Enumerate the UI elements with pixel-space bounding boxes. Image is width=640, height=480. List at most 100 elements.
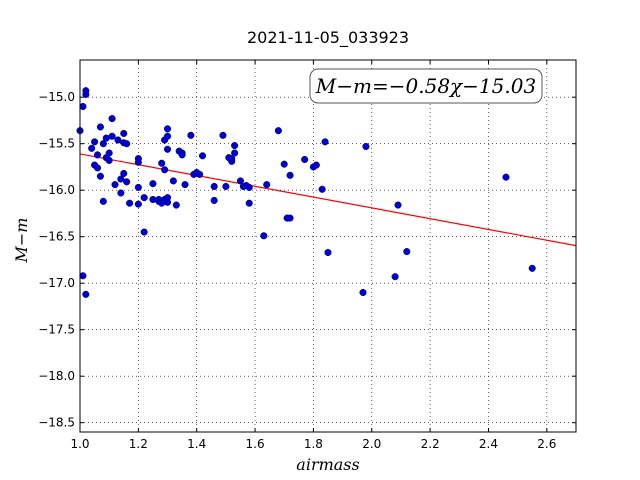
data-point [108,115,116,123]
data-point [260,232,268,240]
data-point [318,185,326,193]
data-point [82,290,90,298]
data-point [79,102,87,111]
data-point [403,248,411,256]
data-point [102,134,110,142]
data-point [96,123,104,131]
data-point [198,152,207,160]
x-tick-label: 2.4 [479,437,498,451]
data-point [126,199,134,207]
data-point [222,182,230,191]
data-point [286,214,294,222]
data-point [163,194,172,202]
x-tick-label: 1.8 [304,437,323,451]
data-point [120,169,128,178]
data-point [163,125,172,133]
data-point [502,173,510,181]
data-point [391,273,399,281]
data-point [312,161,320,169]
x-tick-label: 1.2 [129,437,148,451]
data-point [359,288,367,297]
plot-frame [79,59,577,433]
data-point [280,160,288,168]
data-point [274,127,282,135]
data-point [158,159,166,167]
x-tick-label: 2.0 [362,437,381,451]
data-point [99,197,107,205]
data-point [286,171,294,179]
data-point [321,138,329,146]
data-point [105,156,113,164]
data-point [169,177,177,185]
annotation-box [309,68,543,104]
data-point [301,155,309,164]
data-point [219,131,227,139]
data-point [123,140,131,148]
x-tick-label: 1.4 [187,437,206,451]
data-point [172,201,180,209]
data-point [245,199,253,207]
data-point [140,228,148,236]
y-tick-label: −18.5 [38,416,75,430]
y-tick-label: −18.0 [38,369,75,383]
data-point [134,183,142,191]
data-point [140,194,148,202]
y-tick-label: −16.5 [38,230,75,244]
annotation-text: M−m=−0.58χ−15.03 [315,74,536,98]
data-point [134,200,142,208]
data-point [93,151,102,159]
data-point [88,144,96,152]
data-point [82,87,90,95]
data-point [245,183,253,191]
data-point [114,136,122,144]
data-point [196,170,204,178]
data-point [528,264,536,272]
data-point [163,132,172,140]
data-point [79,272,87,280]
chart-title: 2021-11-05_033923 [247,28,409,48]
data-point [96,172,104,180]
y-tick-label: −16.0 [38,183,75,197]
y-tick-label: −17.0 [38,276,75,290]
x-axis: 1.0 1.2 1.4 1.6 1.8 2.0 2.2 2.4 2.6 [70,60,556,451]
data-point [111,181,119,189]
data-points [76,87,536,298]
data-point [187,131,195,139]
data-point [120,129,128,138]
data-point [117,175,125,183]
y-axis-label: M−m [12,218,31,264]
data-point [210,182,218,191]
x-tick-label: 2.2 [421,437,440,451]
y-tick-label: −15.5 [38,137,75,151]
y-tick-label: −15.0 [38,90,75,104]
data-point [117,189,125,197]
data-point [362,142,370,151]
data-point [91,138,99,146]
data-point [394,201,402,209]
data-point [93,164,102,172]
data-point [108,132,116,140]
data-point [163,145,172,153]
data-point [181,181,189,189]
data-point [178,151,186,159]
x-axis-label: airmass [296,455,359,474]
data-point [263,181,271,189]
data-point [123,178,131,186]
data-point [231,149,239,157]
x-tick-label: 1.6 [246,437,265,451]
x-tick-label: 1.0 [70,437,89,451]
data-point [324,248,332,257]
data-point [236,177,245,185]
data-point [210,196,218,204]
data-point [228,155,236,163]
y-axis: −15.0 −15.5 −16.0 −16.5 −17.0 −17.5 −18.0 −18.5 [38,90,576,430]
data-point [161,166,169,174]
data-point [134,158,142,166]
x-tick-label: 2.6 [537,437,556,451]
data-point [99,140,107,148]
fit-annotation: M−m=−0.58χ−15.03 [309,68,543,104]
y-tick-label: −17.5 [38,323,75,337]
data-point [105,149,113,157]
data-point [149,180,157,188]
